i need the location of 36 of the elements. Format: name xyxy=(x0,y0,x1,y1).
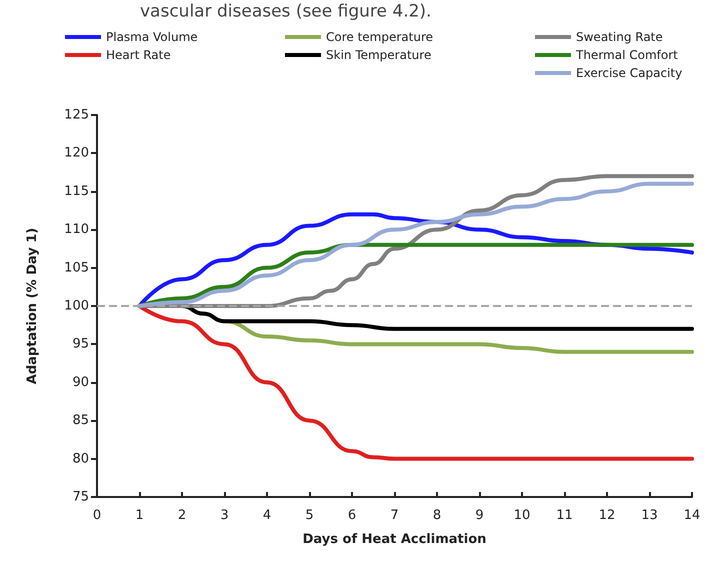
text: vascular diseases (see figure 4.2). xyxy=(140,2,432,22)
y-axis-title: Adaptation (% Day 1) xyxy=(25,228,40,384)
y-tick-label: 105 xyxy=(64,260,89,276)
x-tick-label: 11 xyxy=(556,508,573,523)
x-tick-label: 4 xyxy=(262,508,272,523)
x-tick-label: 14 xyxy=(684,508,700,523)
legend-label: Heart Rate xyxy=(106,48,171,62)
x-tick-label: 8 xyxy=(432,508,442,523)
x-tick-label: 0 xyxy=(92,508,102,523)
x-tick-label: 6 xyxy=(348,508,356,523)
legend-label: Exercise Capacity xyxy=(576,66,682,80)
y-tick-label: 75 xyxy=(72,490,89,504)
y-tick-label: 80 xyxy=(72,451,89,466)
x-tick-label: 7 xyxy=(390,508,399,523)
x-tick-label: 2 xyxy=(178,508,186,523)
y-tick-label: 85 xyxy=(72,413,89,428)
y-tick-label: 90 xyxy=(72,374,89,390)
legend-label: Sweating Rate xyxy=(576,30,663,44)
x-axis-title: Days of Heat Acclimation xyxy=(302,532,486,547)
x-tick-label: 12 xyxy=(598,508,616,523)
x-tick-label: 3 xyxy=(220,508,229,523)
x-tick-label: 1 xyxy=(135,508,144,523)
y-tick-label: 120 xyxy=(64,146,89,161)
y-tick-label: 100 xyxy=(64,298,89,314)
legend-label: Plasma Volume xyxy=(106,30,198,44)
legend-label: Thermal Comfort xyxy=(575,48,678,62)
x-tick-label: 13 xyxy=(641,508,658,523)
legend-label: Core temperature xyxy=(326,30,434,44)
x-tick-label: 5 xyxy=(305,508,314,523)
y-tick-label: 115 xyxy=(64,184,89,199)
x-tick-label: 10 xyxy=(514,508,530,523)
x-tick-label: 9 xyxy=(475,508,484,523)
y-tick-label: 95 xyxy=(72,336,89,352)
legend-label: Skin Temperature xyxy=(326,48,432,62)
y-tick-label: 110 xyxy=(64,222,89,238)
y-tick-label: 125 xyxy=(64,108,89,122)
